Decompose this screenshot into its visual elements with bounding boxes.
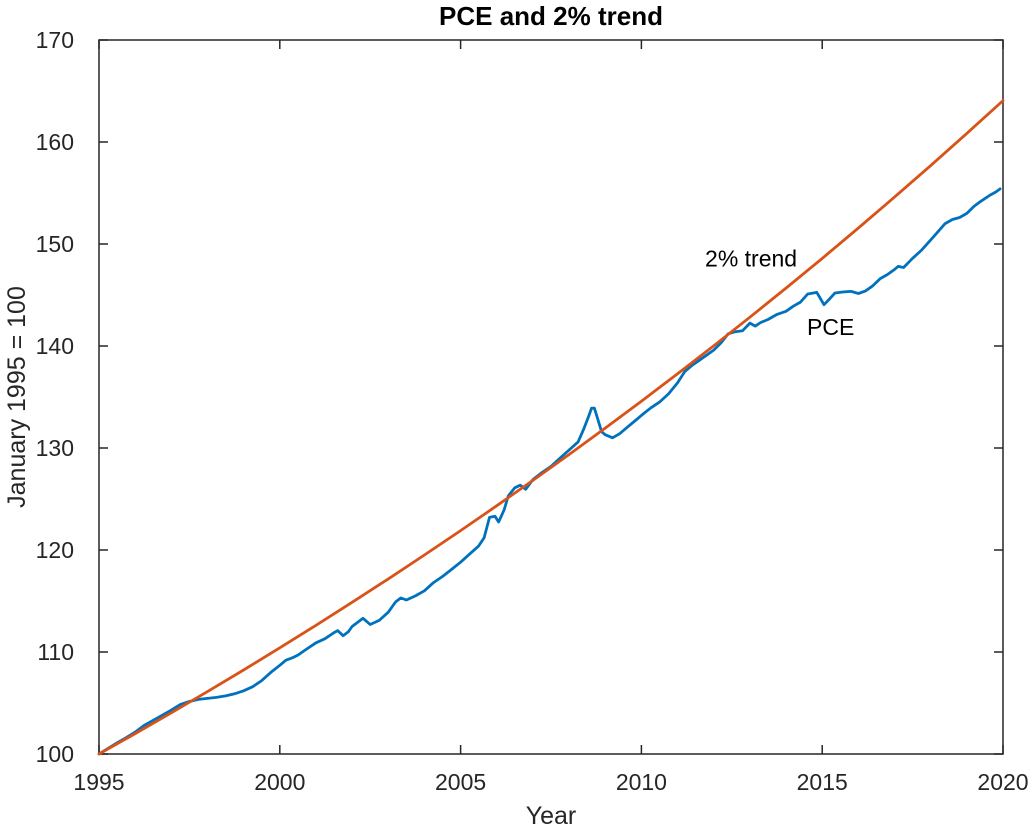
plot-border [98, 39, 1004, 755]
x-tick-label: 1995 [73, 769, 124, 795]
y-tick-label: 110 [37, 639, 74, 665]
x-axis-label: Year [526, 802, 577, 830]
y-tick-label: 140 [36, 333, 74, 359]
x-tick-label: 2010 [616, 769, 667, 795]
x-tick-label: 2000 [254, 769, 305, 795]
y-tick-label: 150 [36, 231, 74, 257]
y-tick-label: 120 [36, 537, 74, 563]
y-tick-label: 100 [36, 741, 74, 767]
trend-line [97, 99, 1005, 756]
y-tick-label: 130 [36, 435, 74, 461]
y-axis-label: January 1995 = 100 [3, 286, 31, 508]
y-tick-label: 170 [36, 27, 74, 53]
plot-area: 1995 2000 2005 2010 2015 2020 100 110 120 130 140 1… [36, 27, 1029, 795]
x-tick-label: 2020 [977, 769, 1028, 795]
x-tick-label: 2015 [797, 769, 848, 795]
pce-line [97, 187, 1002, 756]
pce-label-annotation: PCE [807, 314, 854, 340]
trend-label-annotation: 2% trend [705, 245, 797, 271]
y-tick-label: 160 [36, 129, 74, 155]
x-tick-label: 2005 [435, 769, 486, 795]
chart-title: PCE and 2% trend [439, 1, 663, 31]
